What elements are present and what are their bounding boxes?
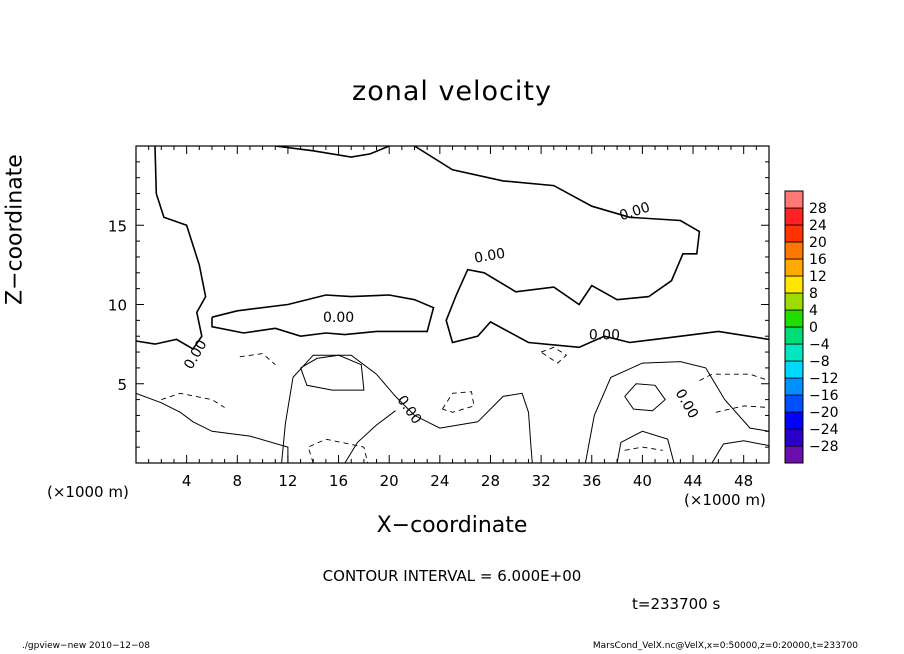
x-tick-label-12: 12 [278, 472, 297, 490]
x-tick-label-8: 8 [233, 472, 243, 490]
colorbar-label-6: −4 [809, 337, 830, 353]
colorbar-label-9: 8 [809, 286, 818, 302]
contour-line-3 [275, 146, 390, 158]
contour-line-5 [281, 354, 533, 463]
colorbar-segment-13 [784, 224, 804, 243]
colorbar-label-11: 16 [809, 252, 827, 268]
contour-dashed-1 [239, 353, 276, 366]
contour-dashed-7 [540, 346, 568, 364]
contour-line-11 [624, 383, 666, 412]
colorbar-label-2: −20 [809, 405, 839, 421]
colorbar-label-8: 4 [809, 303, 818, 319]
z-tick-label-10: 10 [108, 297, 127, 315]
time-stamp: t=233700 s [632, 595, 721, 613]
contour-line-6 [584, 361, 769, 463]
contour-label-4: 0.00 [181, 337, 210, 372]
colorbar-segment-4 [784, 377, 804, 396]
contour-label-1: 0.00 [473, 246, 506, 267]
x-tick-label-28: 28 [481, 472, 500, 490]
colorbar-segment-10 [784, 275, 804, 294]
colorbar-segment-12 [784, 241, 804, 260]
contour-line-10 [300, 354, 365, 391]
contour-line-0 [136, 146, 207, 350]
x-tick-label-16: 16 [329, 472, 348, 490]
contour-line-4 [136, 392, 289, 463]
colorbar-label-7: 0 [809, 320, 818, 336]
colorbar-segment-11 [784, 258, 804, 277]
colorbar-segment-14 [784, 207, 804, 226]
colorbar-frame [784, 190, 804, 464]
colorbar-label-1: −24 [809, 422, 839, 438]
colorbar-segment-3 [784, 394, 804, 413]
contour-dashed-5 [715, 405, 769, 413]
contour-dashed-3 [307, 438, 369, 463]
x-tick-label-40: 40 [633, 472, 652, 490]
contour-label-2: 0.00 [323, 310, 354, 326]
colorbar-label-14: 28 [809, 201, 827, 217]
colorbar-label-10: 12 [809, 269, 827, 285]
contour-line-8 [616, 430, 675, 463]
contour-dashed-4 [699, 373, 769, 382]
contour-dashed-2 [442, 391, 475, 413]
colorbar-segment-0 [784, 445, 804, 464]
x-tick-label-24: 24 [430, 472, 449, 490]
contour-interval-note: CONTOUR INTERVAL = 6.000E+00 [322, 567, 582, 585]
colorbar-segment-7 [784, 326, 804, 345]
colorbar-label-0: −28 [809, 439, 839, 455]
colorbar-segment-1 [784, 428, 804, 447]
x-axis-unit-right: (×1000 m) [684, 491, 766, 509]
contour-label-3: 0.00 [589, 327, 620, 343]
contour-label-5: 0.00 [393, 393, 424, 428]
contour-label-0: 0.00 [618, 200, 653, 225]
x-tick-label-4: 4 [182, 472, 192, 490]
contour-dashed-0 [161, 392, 225, 408]
colorbar-label-13: 24 [809, 218, 827, 234]
footer-program: ./gpview−new 2010−12−08 [22, 641, 150, 651]
colorbar-label-3: −16 [809, 388, 839, 404]
x-axis-label: X−coordinate [376, 513, 528, 538]
colorbar-label-5: −8 [809, 354, 830, 370]
footer-source: MarsCond_VelX.nc@VelX,x=0:50000,z=0:2000… [592, 641, 858, 651]
colorbar-segment-8 [784, 309, 804, 328]
x-tick-label-36: 36 [582, 472, 601, 490]
x-tick-label-48: 48 [734, 472, 753, 490]
contour-line-1 [211, 294, 435, 338]
colorbar-segment-2 [784, 411, 804, 430]
x-tick-label-44: 44 [683, 472, 702, 490]
contour-lines [136, 146, 769, 463]
colorbar-segment-9 [784, 292, 804, 311]
x-axis-unit-left: (×1000 m) [47, 483, 129, 501]
contour-label-6: 0.00 [672, 386, 701, 421]
chart-title: zonal velocity [352, 76, 552, 107]
colorbar-label-12: 20 [809, 235, 827, 251]
x-tick-label-32: 32 [532, 472, 551, 490]
contour-line-2 [414, 146, 769, 349]
y-axis-label: Z−coordinate [2, 154, 28, 305]
colorbar-label-4: −12 [809, 371, 839, 387]
colorbar-segment-15 [784, 190, 804, 209]
contour-line-7 [344, 410, 396, 463]
x-tick-label-20: 20 [380, 472, 399, 490]
colorbar-segment-6 [784, 343, 804, 362]
contour-line-9 [711, 440, 769, 463]
contour-dashed-6 [624, 446, 663, 451]
colorbar-segment-5 [784, 360, 804, 379]
z-tick-label-15: 15 [108, 217, 127, 235]
z-tick-label-5: 5 [117, 376, 127, 394]
